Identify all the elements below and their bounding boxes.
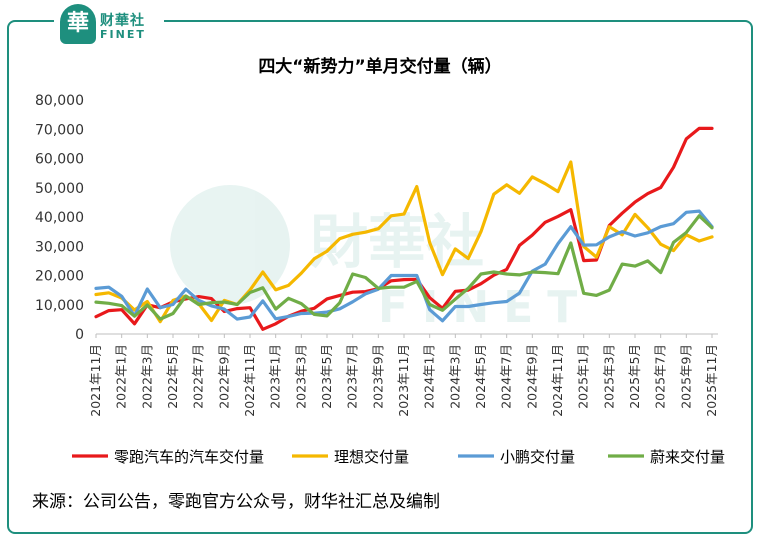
svg-text:FINET: FINET <box>378 282 591 333</box>
x-tick-label: 2024年7月 <box>499 344 514 409</box>
x-tick-label: 2024年1月 <box>422 344 437 409</box>
legend-label: 零跑汽车的汽车交付量 <box>114 448 264 466</box>
x-tick-label: 2022年5月 <box>165 344 180 409</box>
y-tick-label: 20,000 <box>35 269 84 285</box>
x-tick-label: 2024年11月 <box>550 344 565 417</box>
logo-sub: FINET <box>100 28 146 41</box>
logo-name: 财華社 <box>100 13 145 29</box>
x-tick-label: 2024年5月 <box>473 344 488 409</box>
legend-label: 理想交付量 <box>334 448 409 466</box>
y-tick-label: 50,000 <box>35 181 84 197</box>
x-tick-label: 2024年3月 <box>447 344 462 409</box>
x-tick-label: 2025年9月 <box>678 344 693 409</box>
y-tick-label: 70,000 <box>35 122 84 138</box>
y-tick-label: 80,000 <box>35 93 84 109</box>
y-tick-label: 60,000 <box>35 152 84 168</box>
x-tick-label: 2024年9月 <box>524 344 539 409</box>
x-tick-label: 2025年5月 <box>627 344 642 409</box>
x-tick-label: 2023年5月 <box>319 344 334 409</box>
x-tick-label: 2023年7月 <box>345 344 360 409</box>
x-tick-label: 2025年1月 <box>576 344 591 409</box>
svg-text:財華社: 財華社 <box>310 208 484 276</box>
x-tick-label: 2022年11月 <box>242 344 257 417</box>
x-tick-label: 2023年3月 <box>293 344 308 409</box>
x-tick-label: 2023年9月 <box>370 344 385 409</box>
chart-frame <box>7 20 753 534</box>
x-tick-label: 2023年11月 <box>396 344 411 417</box>
x-tick-label: 2022年1月 <box>114 344 129 409</box>
x-tick-label: 2023年1月 <box>268 344 283 409</box>
x-tick-label: 2025年3月 <box>601 344 616 409</box>
series-line-4 <box>94 214 714 321</box>
x-tick-label: 2022年9月 <box>216 344 231 409</box>
chart-title: 四大“新势力”单月交付量（辆） <box>258 57 502 77</box>
x-tick-label: 2025年7月 <box>653 344 668 409</box>
x-tick-label: 2022年3月 <box>139 344 154 409</box>
legend-label: 蔚来交付量 <box>650 448 725 466</box>
legend-label: 小鹏交付量 <box>500 448 575 466</box>
x-tick-label: 2022年7月 <box>191 344 206 409</box>
y-tick-label: 10,000 <box>35 298 84 314</box>
watermark-icon: 財華社 FINET <box>170 185 591 333</box>
y-tick-label: 40,000 <box>35 210 84 226</box>
y-tick-label: 30,000 <box>35 239 84 255</box>
source-note: 来源：公司公告，零跑官方公众号，财华社汇总及编制 <box>32 492 440 512</box>
y-tick-label: 0 <box>75 327 84 343</box>
x-tick-label: 2021年11月 <box>88 344 103 417</box>
finet-logo: 華 财華社 FINET <box>54 2 164 48</box>
series-line-3 <box>94 209 714 323</box>
x-tick-label: 2025年11月 <box>704 344 719 417</box>
logo-mark-icon: 華 <box>60 4 96 44</box>
